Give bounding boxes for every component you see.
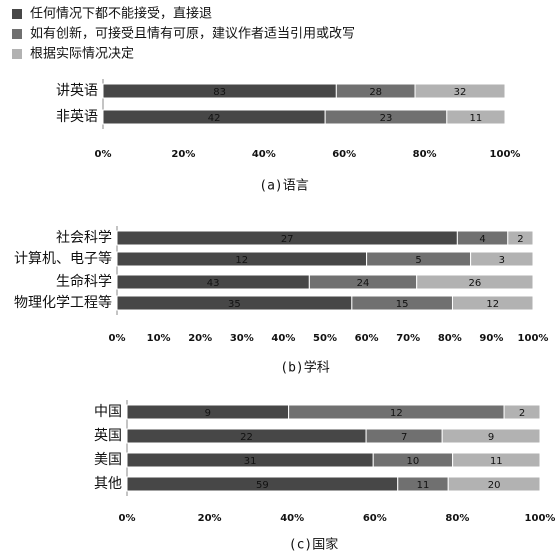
x-tick-label: 40% [271,333,295,344]
value-label: 24 [357,278,370,289]
value-label: 83 [213,87,226,98]
value-label: 27 [281,234,294,245]
value-label: 31 [244,456,257,467]
value-label: 11 [417,480,430,491]
bar-segment [452,452,541,468]
category-label: 讲英语 [56,82,98,99]
legend-label: 任何情况下都不能接受，直接退 [30,6,212,22]
chart-caption: (c)国家 [289,537,338,553]
x-tick-label: 60% [363,513,387,524]
x-tick-label: 20% [198,513,222,524]
value-label: 4 [479,234,485,245]
value-label: 23 [380,113,393,124]
category-label: 物理化学工程等 [14,294,112,311]
x-tick-label: 90% [479,333,503,344]
x-tick-label: 0% [109,333,126,344]
legend-label: 根据实际情况决定 [30,47,134,62]
category-label: 计算机、电子等 [14,250,112,267]
category-label: 社会科学 [56,230,112,246]
chart-caption: (a)语言 [259,179,308,194]
value-label: 20 [488,480,501,491]
category-label: 其他 [94,476,122,492]
value-label: 26 [468,278,481,289]
category-label: 美国 [94,452,122,468]
x-tick-label: 20% [171,149,195,160]
x-tick-label: 40% [252,149,276,160]
category-label: 生命科学 [56,273,112,290]
bar-segment [414,83,506,99]
bar-segment [507,230,534,246]
bar-segment [446,109,506,125]
x-tick-label: 80% [445,513,469,524]
value-label: 10 [407,456,420,467]
x-tick-label: 100% [525,513,555,524]
value-label: 22 [240,432,253,443]
value-label: 11 [470,113,483,124]
bar-segment [447,476,541,492]
x-tick-label: 10% [147,333,171,344]
category-label: 英国 [94,427,122,444]
x-tick-label: 100% [490,149,521,160]
value-label: 2 [517,234,523,245]
value-label: 28 [369,87,382,98]
legend-swatch [12,29,22,39]
x-tick-label: 60% [355,333,379,344]
value-label: 3 [499,255,505,266]
bar-segment [503,404,541,420]
category-label: 中国 [94,404,122,420]
bar-segment [441,428,541,444]
value-label: 42 [208,113,221,124]
category-label: 非英语 [56,108,98,125]
x-tick-label: 70% [396,333,420,344]
value-label: 12 [486,299,499,310]
x-tick-label: 100% [518,333,549,344]
x-tick-label: 50% [313,333,337,344]
x-tick-label: 80% [413,149,437,160]
value-label: 11 [490,456,503,467]
value-label: 35 [228,299,241,310]
bar-segment [451,295,534,311]
legend-label: 如有创新，可接受且情有可原，建议作者适当引用或改写 [30,26,355,42]
x-tick-label: 0% [119,513,136,524]
legend-swatch [12,49,22,59]
bar-segment [470,251,534,267]
x-tick-label: 30% [230,333,254,344]
value-label: 9 [488,432,494,443]
value-label: 59 [256,480,269,491]
value-label: 9 [205,408,211,419]
x-tick-label: 80% [438,333,462,344]
x-tick-label: 60% [332,149,356,160]
value-label: 12 [235,255,248,266]
chart-caption: (b)学科 [280,360,329,376]
x-tick-label: 40% [280,513,304,524]
x-tick-label: 0% [95,149,112,160]
value-label: 43 [207,278,220,289]
x-tick-label: 20% [188,333,212,344]
value-label: 12 [390,408,403,419]
value-label: 32 [454,87,467,98]
value-label: 15 [396,299,409,310]
value-label: 5 [415,255,421,266]
legend-swatch [12,9,22,19]
bar-segment [416,274,534,290]
value-label: 7 [401,432,407,443]
value-label: 2 [519,408,525,419]
